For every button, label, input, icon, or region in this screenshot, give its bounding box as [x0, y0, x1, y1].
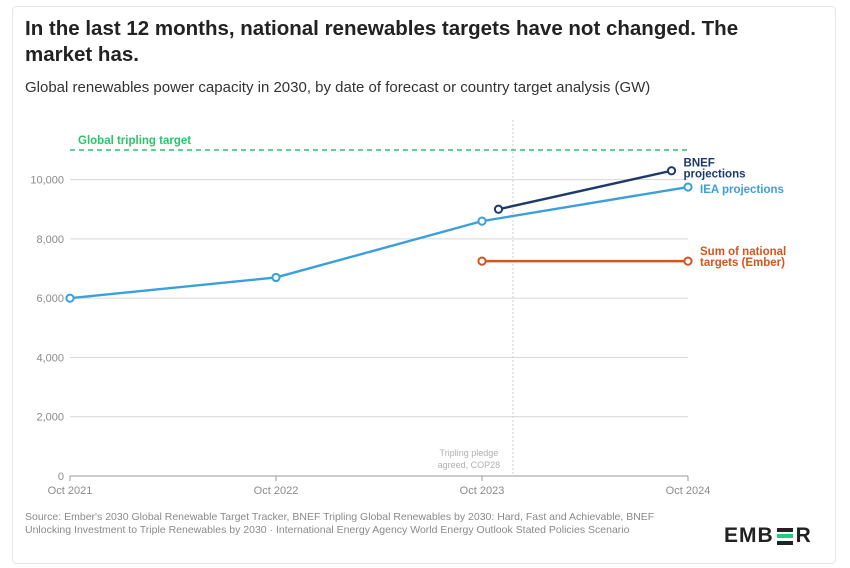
x-tick-label: Oct 2023	[460, 485, 505, 497]
chart-card	[12, 6, 836, 564]
data-point	[477, 256, 487, 266]
y-tick-label: 6,000	[36, 293, 64, 305]
y-tick-label: 2,000	[36, 412, 64, 424]
data-point	[683, 182, 693, 192]
source-note: Source: Ember's 2030 Global Renewable Ta…	[25, 511, 655, 536]
series-annotation: targets (Ember)	[700, 257, 785, 269]
logo-e-mark	[776, 527, 793, 545]
y-tick-label: 0	[58, 471, 64, 483]
pledge-marker-label: Tripling pledge	[440, 448, 499, 458]
data-point	[666, 166, 677, 176]
logo-text-left: EMB	[724, 524, 774, 547]
x-tick-label: Oct 2021	[48, 485, 93, 497]
data-point	[477, 216, 487, 226]
pledge-marker-label: agreed, COP28	[438, 460, 501, 470]
series-line	[498, 169, 672, 211]
ember-logo: EMB R	[724, 524, 812, 548]
data-point	[493, 204, 504, 214]
series-line	[69, 185, 689, 300]
y-tick-label: 4,000	[36, 352, 64, 364]
chart-title: In the last 12 months, national renewabl…	[25, 17, 739, 66]
x-tick-label: Oct 2024	[666, 485, 711, 497]
y-tick-label: 8,000	[36, 234, 64, 246]
series-annotation: IEA projections	[700, 184, 784, 196]
y-tick-label: 10,000	[30, 175, 64, 187]
series-annotation: Sum of national	[700, 246, 786, 258]
data-point	[683, 256, 693, 266]
logo-text-right: R	[795, 524, 812, 547]
series-annotation: projections	[684, 169, 746, 181]
data-point	[65, 293, 75, 303]
data-point	[271, 272, 281, 283]
series-annotation: BNEF	[684, 158, 715, 170]
tripling-target-label: Global tripling target	[78, 135, 191, 147]
x-tick-label: Oct 2022	[254, 485, 299, 497]
chart-subtitle: Global renewables power capacity in 2030…	[25, 79, 651, 96]
